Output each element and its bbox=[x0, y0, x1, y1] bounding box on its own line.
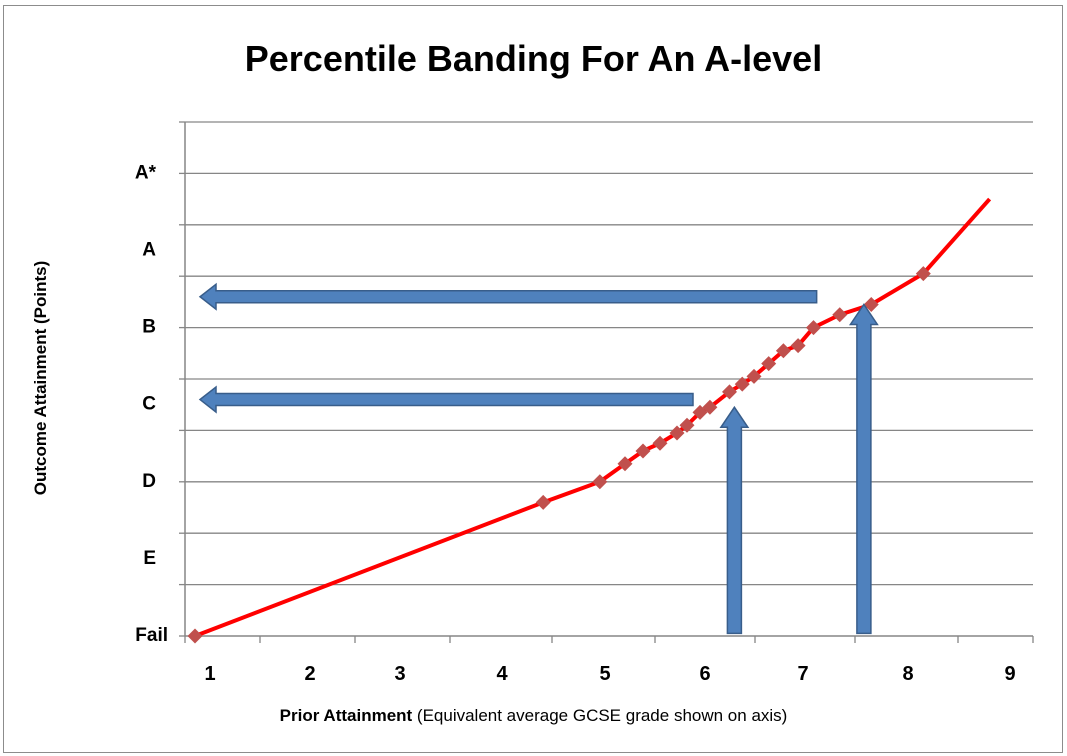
data-point-marker bbox=[187, 628, 203, 644]
y-tick-label: E bbox=[143, 548, 156, 569]
data-point-marker bbox=[669, 425, 685, 441]
x-tick-label: 8 bbox=[902, 663, 913, 685]
data-point-marker bbox=[832, 307, 848, 323]
data-point-marker bbox=[806, 320, 821, 336]
y-tick-label: Fail bbox=[135, 625, 168, 646]
left-arrow bbox=[198, 282, 818, 311]
x-tick-label: 7 bbox=[797, 663, 808, 685]
x-tick-labels: 1 2 3 4 5 6 7 8 9 bbox=[204, 663, 1015, 685]
x-tick-label: 6 bbox=[699, 663, 710, 685]
y-axis-label: Outcome Attainment (Points) bbox=[31, 261, 50, 496]
data-point-marker bbox=[746, 368, 762, 384]
data-point-marker bbox=[692, 404, 708, 420]
data-point-marker bbox=[652, 435, 668, 451]
x-axis-label-rest: (Equivalent average GCSE grade shown on … bbox=[412, 706, 788, 725]
left-arrow bbox=[198, 385, 694, 414]
x-tick-label: 5 bbox=[599, 663, 610, 685]
data-point-marker bbox=[635, 443, 651, 459]
data-point-marker bbox=[722, 384, 737, 400]
data-point-marker bbox=[915, 266, 931, 282]
data-point-marker bbox=[617, 456, 633, 472]
up-arrow bbox=[719, 405, 750, 635]
x-tick-label: 3 bbox=[394, 663, 405, 685]
data-point-marker bbox=[679, 417, 695, 433]
y-tick-label: A* bbox=[135, 162, 157, 183]
x-axis-label: Prior Attainment (Equivalent average GCS… bbox=[0, 706, 1067, 726]
y-tick-label: A bbox=[142, 240, 156, 261]
data-point-marker bbox=[535, 494, 551, 510]
data-point-marker bbox=[734, 376, 750, 392]
arrows bbox=[198, 282, 879, 635]
axes bbox=[179, 121, 1034, 643]
y-tick-label: C bbox=[142, 394, 156, 415]
data-point-marker bbox=[863, 296, 879, 312]
data-point-marker bbox=[761, 356, 777, 372]
data-point-marker bbox=[702, 399, 718, 415]
up-arrow bbox=[848, 303, 879, 635]
data-point-marker bbox=[790, 338, 806, 354]
x-tick-label: 1 bbox=[204, 663, 215, 685]
data-point-marker bbox=[592, 474, 608, 490]
data-point-marker bbox=[775, 343, 791, 359]
x-tick-label: 4 bbox=[496, 663, 508, 685]
series-markers bbox=[187, 266, 931, 644]
y-tick-label: B bbox=[142, 317, 156, 338]
y-tick-label: D bbox=[142, 471, 156, 492]
chart-title: Percentile Banding For An A-level bbox=[244, 38, 823, 79]
gridlines bbox=[185, 121, 1033, 586]
y-tick-labels: Fail E D C B A A* bbox=[135, 162, 168, 646]
x-tick-label: 2 bbox=[304, 663, 315, 685]
x-axis-label-bold: Prior Attainment bbox=[279, 706, 413, 725]
x-tick-label: 9 bbox=[1004, 663, 1015, 685]
